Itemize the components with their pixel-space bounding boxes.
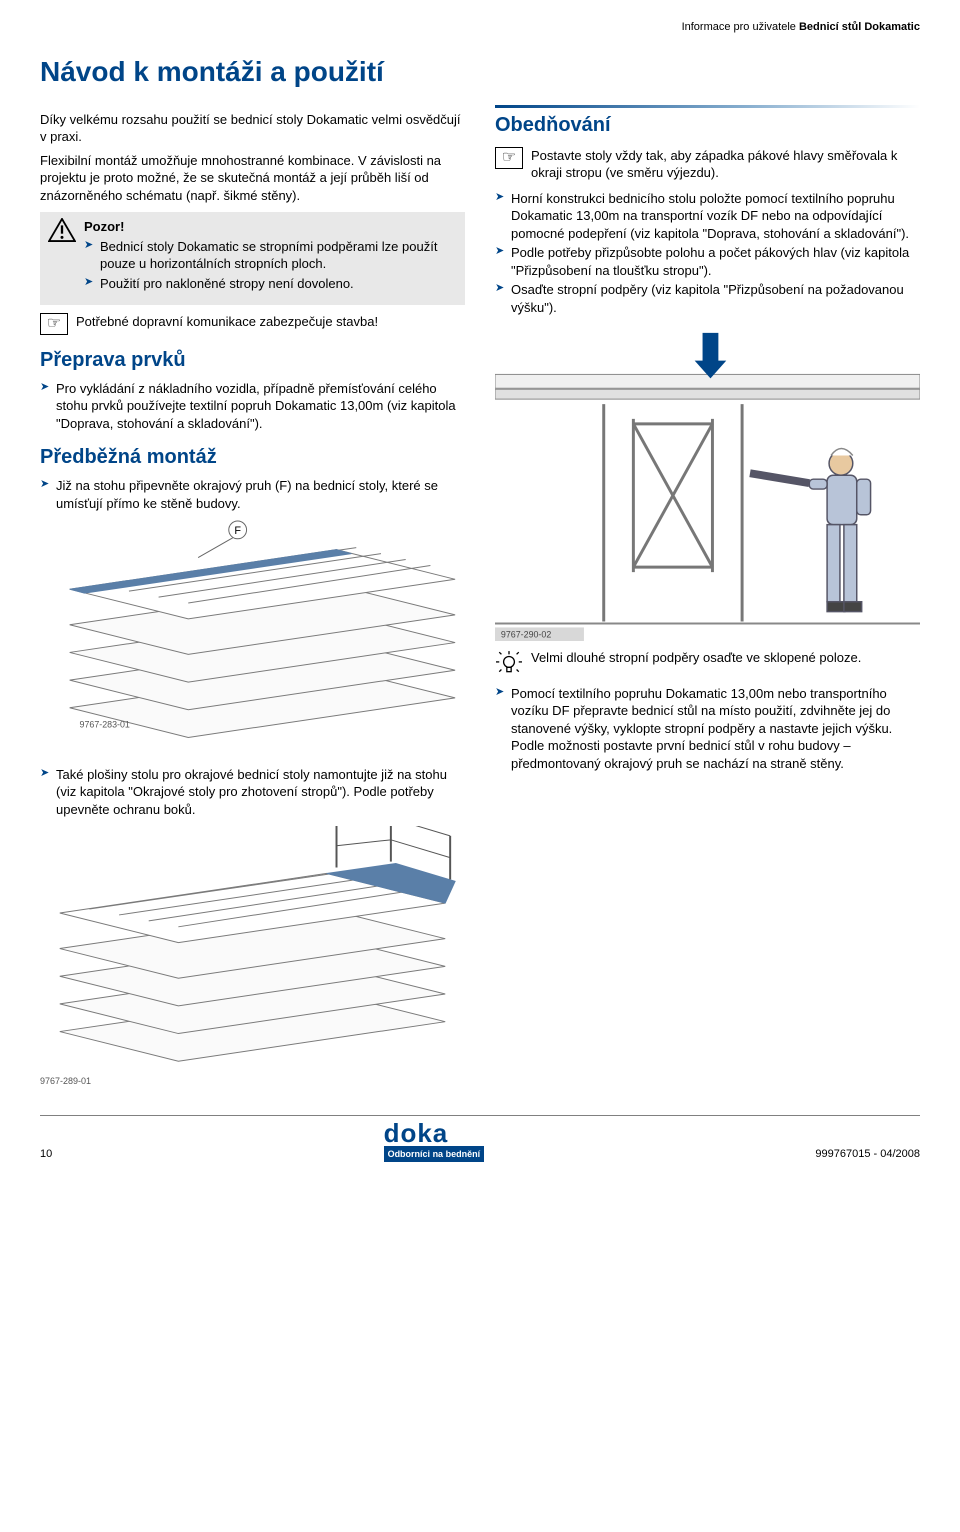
hand-icon: ☞ <box>495 147 523 169</box>
obednovani-list: Horní konstrukci bednicího stolu položte… <box>495 190 920 317</box>
figure-stack-f-svg: F 9767-283-01 <box>40 520 465 757</box>
warning-list: Bednicí stoly Dokamatic se stropními pod… <box>84 238 457 293</box>
warning-item: Bednicí stoly Dokamatic se stropními pod… <box>84 238 457 273</box>
warning-item: Použití pro nakloněné stropy není dovole… <box>84 275 457 293</box>
bulb-note-text: Velmi dlouhé stropní podpěry osaďte ve s… <box>531 649 861 667</box>
warning-body: Pozor! Bednicí stoly Dokamatic se stropn… <box>84 218 457 298</box>
preassembly-list: Již na stohu připevněte okrajový pruh (F… <box>40 477 465 512</box>
hand-note: ☞ Potřebné dopravní komunikace zabezpeču… <box>40 313 465 335</box>
header-docinfo: Informace pro uživatele Bednicí stůl Dok… <box>40 20 920 35</box>
page-title: Návod k montáži a použití <box>40 53 920 91</box>
footer-rule <box>40 1115 920 1116</box>
docinfo-prefix: Informace pro uživatele <box>682 21 799 33</box>
intro-para-2: Flexibilní montáž umožňuje mnohostranné … <box>40 152 465 205</box>
hand-icon: ☞ <box>40 313 68 335</box>
hand-note-right: ☞ Postavte stoly vždy tak, aby západka p… <box>495 147 920 182</box>
figure-stack-f: F 9767-283-01 <box>40 520 465 757</box>
warning-callout: Pozor! Bednicí stoly Dokamatic se stropn… <box>40 212 465 304</box>
list-item: Již na stohu připevněte okrajový pruh (F… <box>40 477 465 512</box>
figure-table-setup: 9767-290-02 <box>495 325 920 641</box>
warning-title: Pozor! <box>84 218 457 236</box>
page-footer: 10 doka Odborníci na bednění 999767015 -… <box>40 1122 920 1162</box>
figure-table-setup-svg: 9767-290-02 <box>495 325 920 641</box>
section-title-obednovani: Obedňování <box>495 112 920 139</box>
logo-subtitle: Odborníci na bednění <box>384 1146 485 1162</box>
transport-list: Pro vykládání z nákladního vozidla, příp… <box>40 380 465 433</box>
section-rule <box>495 105 920 108</box>
list-item: Pomocí textilního popruhu Dokamatic 13,0… <box>495 685 920 773</box>
page-number: 10 <box>40 1147 52 1162</box>
fig3-ref: 9767-290-02 <box>501 629 551 639</box>
list-item: Osaďte stropní podpěry (viz kapitola "Př… <box>495 281 920 316</box>
docinfo-bold: Bednicí stůl Dokamatic <box>799 21 920 33</box>
section-title-transport: Přeprava prvků <box>40 347 465 374</box>
fig1-ref: 9767-283-01 <box>80 720 130 730</box>
doc-number: 999767015 - 04/2008 <box>815 1147 920 1162</box>
list-item: Pro vykládání z nákladního vozidla, příp… <box>40 380 465 433</box>
brand-logo: doka Odborníci na bednění <box>384 1122 485 1162</box>
section-title-preassembly: Předběžná montáž <box>40 444 465 471</box>
left-column: Díky velkému rozsahu použití se bednicí … <box>40 105 465 1096</box>
arrow-down-icon <box>695 332 727 377</box>
right-column: Obedňování ☞ Postavte stoly vždy tak, ab… <box>495 105 920 1096</box>
logo-text: doka <box>384 1122 449 1145</box>
figure-stack-rail-svg <box>40 826 465 1073</box>
list-item: Horní konstrukci bednicího stolu položte… <box>495 190 920 243</box>
hand-note-text: Potřebné dopravní komunikace zabezpečuje… <box>76 313 378 331</box>
bulb-icon <box>495 649 523 677</box>
intro-para-1: Díky velkému rozsahu použití se bednicí … <box>40 111 465 146</box>
preassembly-list-2: Také plošiny stolu pro okrajové bednicí … <box>40 766 465 819</box>
hand-note-right-text: Postavte stoly vždy tak, aby západka pák… <box>531 147 920 182</box>
figure-stack-rail: 9767-289-01 <box>40 826 465 1087</box>
list-item: Také plošiny stolu pro okrajové bednicí … <box>40 766 465 819</box>
fig2-ref: 9767-289-01 <box>40 1075 465 1087</box>
list-item: Podle potřeby přizpůsobte polohu a počet… <box>495 244 920 279</box>
main-columns: Díky velkému rozsahu použití se bednicí … <box>40 105 920 1096</box>
obednovani-list-2: Pomocí textilního popruhu Dokamatic 13,0… <box>495 685 920 773</box>
figure-f-label: F <box>234 525 241 537</box>
bulb-note: Velmi dlouhé stropní podpěry osaďte ve s… <box>495 649 920 677</box>
warning-icon <box>48 218 76 242</box>
